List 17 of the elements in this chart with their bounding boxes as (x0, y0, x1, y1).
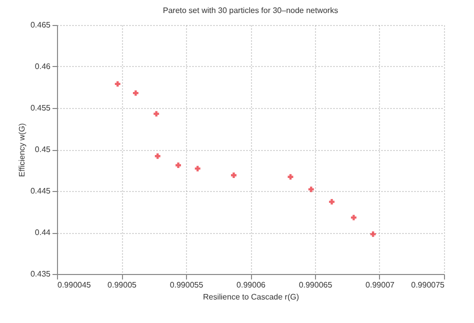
y-tick-label: 0.465 (30, 20, 52, 30)
y-tick-label: 0.44 (34, 228, 52, 237)
x-tick-label: 0.990065 (298, 280, 333, 290)
x-axis-title: Resilience to Cascade r(G) (202, 292, 300, 302)
x-tick-label: 0.990075 (411, 280, 446, 290)
y-tick-label: 0.445 (30, 186, 52, 196)
x-tick-label: 0.99006 (236, 280, 266, 290)
x-tick-label: 0.990045 (58, 280, 92, 290)
y-tick-label: 0.455 (30, 104, 52, 112)
y-axis-title: Efficiency w(G) (17, 122, 26, 177)
x-tick-label: 0.990055 (170, 280, 204, 290)
x-tick-label: 0.99007 (366, 280, 396, 290)
chart-title: Pareto set with 30 particles for 30–node networks (162, 6, 338, 15)
x-tick-label: 0.99005 (108, 280, 138, 290)
y-tick-label: 0.435 (30, 270, 52, 278)
y-tick-label: 0.46 (34, 62, 52, 71)
y-tick-label: 0.45 (34, 145, 52, 154)
